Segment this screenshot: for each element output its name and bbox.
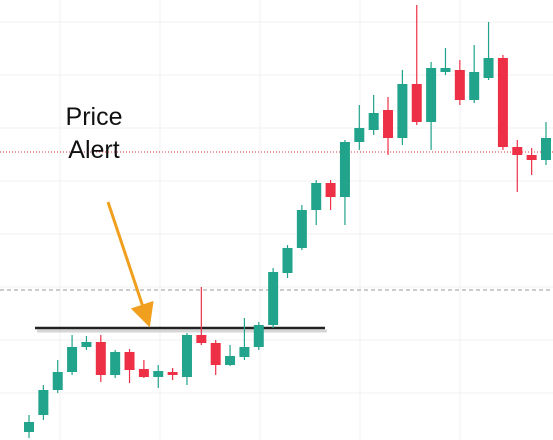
candle-body	[24, 422, 34, 432]
candle-body	[368, 113, 379, 130]
candle-body	[38, 390, 49, 415]
candle-body	[296, 210, 307, 248]
candle-body	[81, 342, 92, 347]
candle-body	[325, 183, 336, 197]
candle-body	[196, 335, 207, 343]
candle-body	[354, 128, 365, 142]
annotation-arrow	[106, 201, 154, 328]
candle-body	[153, 371, 164, 377]
candle-body	[52, 372, 63, 390]
candle-body	[454, 70, 465, 100]
candle-body	[512, 147, 523, 155]
candle-body	[483, 58, 494, 78]
candle-body	[541, 138, 551, 160]
candle-body	[67, 347, 78, 372]
candle-body	[339, 142, 350, 197]
candle-body	[239, 347, 250, 357]
candle-body	[181, 335, 192, 377]
candle-body	[397, 84, 408, 138]
candle-body	[95, 342, 106, 375]
candle-body	[225, 356, 236, 365]
candle-body	[426, 68, 437, 122]
candle-body	[497, 58, 508, 147]
candle-body	[210, 343, 221, 365]
candle-body	[253, 325, 264, 347]
candle-body	[124, 352, 135, 370]
candle-body	[383, 110, 394, 138]
candle-body	[167, 372, 178, 375]
candle-body	[469, 72, 480, 100]
candles	[24, 5, 551, 438]
candle-body	[282, 248, 293, 273]
candle-body	[440, 68, 451, 72]
annotation-line: Price	[66, 103, 123, 131]
candle-body	[311, 183, 322, 210]
candle-body	[526, 155, 537, 160]
candle-body	[110, 352, 121, 375]
candle-body	[138, 369, 149, 377]
annotation-line: Alert	[68, 136, 119, 164]
candle-body	[268, 272, 279, 325]
candle-body	[411, 84, 422, 122]
